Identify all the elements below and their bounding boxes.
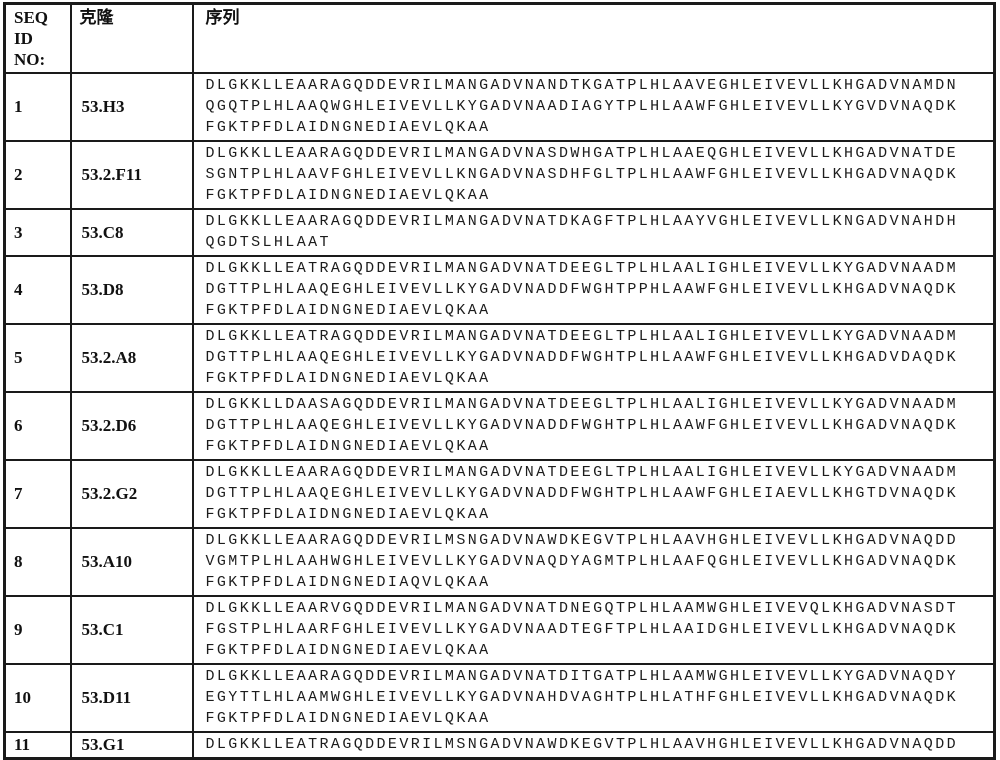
sequence-cell: DLGKKLLEAARVGQDDEVRILMANGADVNATDNEGQTPLH… <box>191 595 996 665</box>
clone-cell: 53.C1 <box>69 595 194 665</box>
header-sequence: 序列 <box>191 2 996 74</box>
clone-cell: 53.G1 <box>69 731 194 760</box>
clone-cell: 53.D8 <box>69 255 194 325</box>
seq-id-cell: 5 <box>3 323 72 393</box>
clone-cell: 53.C8 <box>69 208 194 257</box>
sequence-table: SEQ ID NO: 克隆 序列 1 53.H3 DLGKKLLEAARAGQD… <box>3 2 996 760</box>
table-row: 8 53.A10 DLGKKLLEAARAGQDDEVRILMSNGADVNAW… <box>3 527 996 597</box>
table-row: 6 53.2.D6 DLGKKLLDAASAGQDDEVRILMANGADVNA… <box>3 391 996 461</box>
sequence-text: DLGKKLLEATRAGQDDEVRILMSNGADVNAWDKEGVTPLH… <box>205 736 958 753</box>
sequence-cell: DLGKKLLEATRAGQDDEVRILMANGADVNATDEEGLTPLH… <box>191 323 996 393</box>
sequence-text: DLGKKLLEAARAGQDDEVRILMANGADVNATDKAGFTPLH… <box>205 213 958 251</box>
seq-id-cell: 4 <box>3 255 72 325</box>
sequence-cell: DLGKKLLEATRAGQDDEVRILMSNGADVNAWDKEGVTPLH… <box>191 731 996 760</box>
sequence-text: DLGKKLLDAASAGQDDEVRILMANGADVNATDEEGLTPLH… <box>205 396 958 455</box>
table-row: 11 53.G1 DLGKKLLEATRAGQDDEVRILMSNGADVNAW… <box>3 731 996 760</box>
sequence-text: DLGKKLLEATRAGQDDEVRILMANGADVNATDEEGLTPLH… <box>205 328 958 387</box>
seq-id-cell: 7 <box>3 459 72 529</box>
sequence-text: DLGKKLLEAARAGQDDEVRILMANGADVNANDTKGATPLH… <box>205 77 958 136</box>
table-row: 1 53.H3 DLGKKLLEAARAGQDDEVRILMANGADVNAND… <box>3 72 996 142</box>
table-row: 10 53.D11 DLGKKLLEAARAGQDDEVRILMANGADVNA… <box>3 663 996 733</box>
sequence-text: DLGKKLLEAARVGQDDEVRILMANGADVNATDNEGQTPLH… <box>205 600 958 659</box>
sequence-text: DLGKKLLEATRAGQDDEVRILMANGADVNATDEEGLTPLH… <box>205 260 958 319</box>
clone-cell: 53.H3 <box>69 72 194 142</box>
sequence-text: DLGKKLLEAARAGQDDEVRILMANGADVNATDEEGLTPLH… <box>205 464 958 523</box>
clone-cell: 53.D11 <box>69 663 194 733</box>
clone-cell: 53.2.F11 <box>69 140 194 210</box>
seq-id-cell: 11 <box>3 731 72 760</box>
clone-cell: 53.2.A8 <box>69 323 194 393</box>
seq-id-cell: 1 <box>3 72 72 142</box>
table-row: 4 53.D8 DLGKKLLEATRAGQDDEVRILMANGADVNATD… <box>3 255 996 325</box>
sequence-cell: DLGKKLLEAARAGQDDEVRILMANGADVNATDEEGLTPLH… <box>191 459 996 529</box>
seq-id-cell: 9 <box>3 595 72 665</box>
header-seq-id-label: SEQ ID NO: <box>14 8 49 69</box>
sequence-cell: DLGKKLLEAARAGQDDEVRILMANGADVNASDWHGATPLH… <box>191 140 996 210</box>
header-seq-id: SEQ ID NO: <box>3 2 72 74</box>
seq-id-cell: 3 <box>3 208 72 257</box>
sequence-text: DLGKKLLEAARAGQDDEVRILMANGADVNASDWHGATPLH… <box>205 145 958 204</box>
seq-id-cell: 10 <box>3 663 72 733</box>
sequence-cell: DLGKKLLEATRAGQDDEVRILMANGADVNATDEEGLTPLH… <box>191 255 996 325</box>
clone-cell: 53.2.G2 <box>69 459 194 529</box>
sequence-cell: DLGKKLLEAARAGQDDEVRILMANGADVNATDKAGFTPLH… <box>191 208 996 257</box>
table-row: 9 53.C1 DLGKKLLEAARVGQDDEVRILMANGADVNATD… <box>3 595 996 665</box>
sequence-text: DLGKKLLEAARAGQDDEVRILMSNGADVNAWDKEGVTPLH… <box>205 532 958 591</box>
table-row: 5 53.2.A8 DLGKKLLEATRAGQDDEVRILMANGADVNA… <box>3 323 996 393</box>
seq-id-cell: 6 <box>3 391 72 461</box>
header-clone-label: 克隆 <box>79 8 114 27</box>
seq-id-cell: 8 <box>3 527 72 597</box>
table-row: 3 53.C8 DLGKKLLEAARAGQDDEVRILMANGADVNATD… <box>3 208 996 257</box>
sequence-cell: DLGKKLLDAASAGQDDEVRILMANGADVNATDEEGLTPLH… <box>191 391 996 461</box>
sequence-cell: DLGKKLLEAARAGQDDEVRILMSNGADVNAWDKEGVTPLH… <box>191 527 996 597</box>
header-row: SEQ ID NO: 克隆 序列 <box>3 2 996 74</box>
sequence-cell: DLGKKLLEAARAGQDDEVRILMANGADVNATDITGATPLH… <box>191 663 996 733</box>
clone-cell: 53.A10 <box>69 527 194 597</box>
table-row: 2 53.2.F11 DLGKKLLEAARAGQDDEVRILMANGADVN… <box>3 140 996 210</box>
sequence-cell: DLGKKLLEAARAGQDDEVRILMANGADVNANDTKGATPLH… <box>191 72 996 142</box>
header-clone: 克隆 <box>69 2 194 74</box>
header-sequence-label: 序列 <box>205 8 240 27</box>
clone-cell: 53.2.D6 <box>69 391 194 461</box>
sequence-text: DLGKKLLEAARAGQDDEVRILMANGADVNATDITGATPLH… <box>205 668 958 727</box>
seq-id-cell: 2 <box>3 140 72 210</box>
table-row: 7 53.2.G2 DLGKKLLEAARAGQDDEVRILMANGADVNA… <box>3 459 996 529</box>
